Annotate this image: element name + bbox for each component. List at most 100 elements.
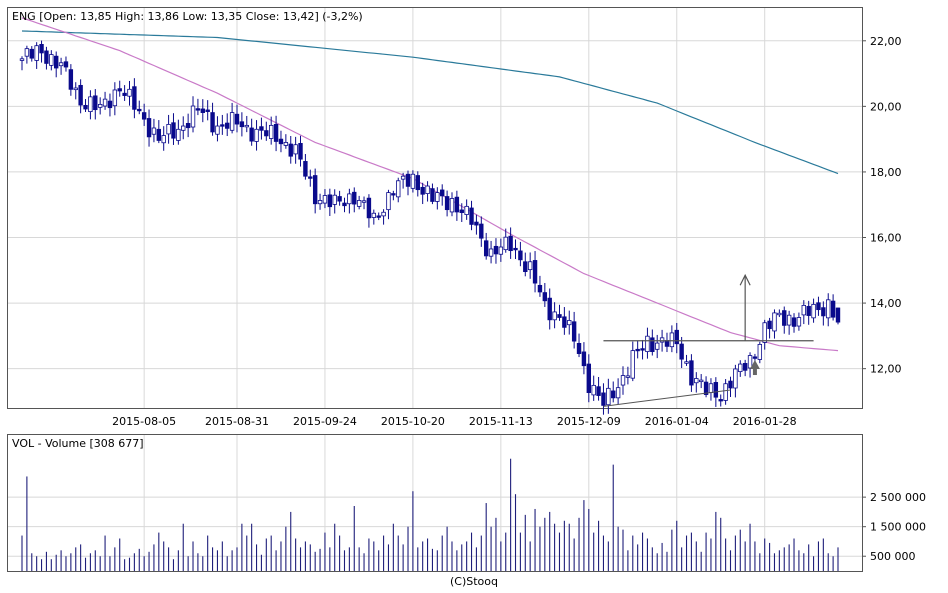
volume-bars bbox=[21, 458, 839, 571]
candle-body bbox=[655, 342, 660, 350]
candle-body bbox=[352, 191, 357, 205]
target-arrow-head bbox=[739, 273, 751, 286]
candle-body bbox=[562, 316, 567, 328]
candle-body bbox=[205, 109, 210, 113]
date-tick-label: 2016-01-04 bbox=[645, 415, 709, 428]
candle-body bbox=[689, 360, 694, 386]
candle-body bbox=[73, 87, 78, 91]
candle-body bbox=[88, 96, 93, 113]
candle-body bbox=[508, 235, 513, 252]
candle-body bbox=[762, 322, 767, 343]
candle-body bbox=[239, 121, 245, 128]
candle-body bbox=[532, 260, 538, 284]
candle-body bbox=[625, 375, 631, 378]
price-tick-label: 22,00 bbox=[870, 35, 902, 48]
date-tick-label: 2015-12-09 bbox=[557, 415, 621, 428]
candle-body bbox=[576, 343, 582, 354]
candle-body bbox=[606, 387, 611, 406]
candle-body bbox=[816, 302, 821, 311]
candle-body bbox=[777, 312, 782, 316]
candle-body bbox=[356, 200, 362, 207]
candle-body bbox=[806, 305, 811, 316]
candle-body bbox=[674, 329, 679, 345]
date-tick-label: 2015-08-31 bbox=[205, 415, 269, 428]
date-tick-label: 2015-11-13 bbox=[469, 415, 533, 428]
candle-body bbox=[195, 108, 201, 111]
candle-body bbox=[29, 48, 34, 59]
candle-body bbox=[127, 88, 132, 97]
candle-body bbox=[503, 236, 508, 251]
candle-body bbox=[415, 175, 420, 191]
candle-body bbox=[723, 383, 728, 401]
candle-body bbox=[738, 363, 743, 373]
moving-averages bbox=[21, 17, 839, 352]
candle-body bbox=[591, 384, 596, 396]
candle-body bbox=[796, 317, 802, 327]
candle-body bbox=[425, 185, 430, 194]
candle-body bbox=[454, 196, 460, 213]
candle-body bbox=[537, 284, 543, 293]
candle-body bbox=[630, 350, 635, 379]
date-tick-label: 2015-10-20 bbox=[381, 415, 445, 428]
candle-body bbox=[679, 343, 684, 360]
support-line bbox=[603, 389, 731, 407]
candle-body bbox=[278, 138, 284, 145]
volume-panel-frame bbox=[7, 434, 863, 572]
candle-body bbox=[166, 123, 171, 135]
candle-body bbox=[703, 381, 709, 395]
candle-body bbox=[132, 86, 137, 110]
candle-body bbox=[298, 143, 303, 160]
volume-tick-label: 500 000 bbox=[870, 550, 916, 563]
candle-body bbox=[137, 108, 142, 112]
candle-body bbox=[469, 207, 474, 225]
candle-body bbox=[713, 382, 719, 398]
candle-body bbox=[474, 221, 479, 226]
candle-body bbox=[93, 95, 98, 111]
candle-body bbox=[97, 103, 103, 108]
candle-body bbox=[498, 246, 504, 255]
candle-body bbox=[821, 307, 826, 317]
candle-body bbox=[264, 130, 269, 137]
candle-body bbox=[210, 112, 215, 133]
candle-body bbox=[386, 192, 391, 211]
candle-body bbox=[444, 196, 450, 211]
candle-body bbox=[347, 193, 352, 205]
candle-body bbox=[527, 261, 533, 271]
candle-body bbox=[268, 124, 274, 139]
candle-body bbox=[659, 337, 665, 343]
candle-body bbox=[342, 202, 347, 207]
candle-body bbox=[151, 127, 157, 135]
candle-body bbox=[620, 375, 626, 386]
candle-body bbox=[791, 317, 797, 327]
candle-body bbox=[611, 390, 616, 399]
candle-body bbox=[229, 112, 235, 131]
price-tick-label: 14,00 bbox=[870, 297, 902, 310]
candle-body bbox=[161, 135, 166, 144]
candle-body bbox=[288, 143, 293, 157]
candle-body bbox=[615, 387, 621, 399]
candle-body bbox=[405, 173, 411, 187]
candle-body bbox=[112, 89, 118, 107]
candle-body bbox=[225, 122, 230, 129]
candle-body bbox=[58, 62, 64, 67]
candle-body bbox=[601, 392, 606, 406]
candle-body bbox=[684, 361, 689, 364]
candle-body bbox=[171, 122, 176, 139]
candle-body bbox=[366, 197, 372, 219]
candle-body bbox=[479, 223, 484, 239]
candle-body bbox=[215, 125, 220, 135]
date-tick-label: 2015-08-05 bbox=[112, 415, 176, 428]
candle-body bbox=[273, 123, 279, 142]
candle-body bbox=[181, 125, 186, 131]
candle-body bbox=[523, 261, 528, 273]
candle-body bbox=[811, 303, 816, 319]
candle-body bbox=[830, 300, 836, 318]
volume-tick-label: 1 500 000 bbox=[870, 521, 926, 534]
candle-body bbox=[782, 310, 787, 326]
candle-body bbox=[376, 215, 381, 218]
candle-body bbox=[430, 188, 435, 202]
candle-body bbox=[747, 355, 753, 369]
candle-body bbox=[552, 311, 557, 321]
candle-body bbox=[185, 123, 191, 129]
